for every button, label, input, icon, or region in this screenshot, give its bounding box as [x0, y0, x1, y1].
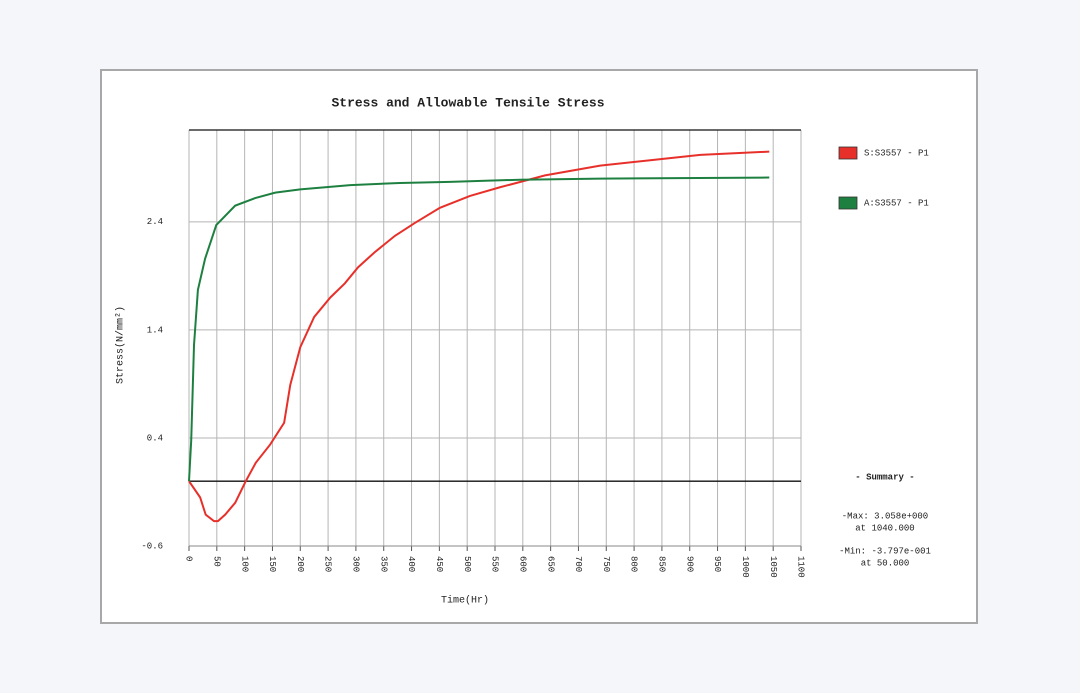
summary-line: -Min: -3.797e-001	[839, 546, 931, 556]
x-tick-label: 500	[462, 556, 472, 572]
x-tick-label: 950	[712, 556, 722, 572]
x-tick-label: 350	[378, 556, 388, 572]
y-tick-label: 2.4	[147, 217, 163, 227]
x-tick-label: 650	[545, 556, 555, 572]
x-tick-label: 1050	[768, 556, 778, 578]
x-tick-label: 800	[629, 556, 639, 572]
x-tick-label: 150	[267, 556, 277, 572]
x-tick-label: 900	[684, 556, 694, 572]
x-tick-label: 750	[601, 556, 611, 572]
y-tick-label: 0.4	[147, 433, 163, 443]
legend-swatch	[838, 146, 858, 160]
chart-frame	[100, 69, 978, 624]
x-tick-label: 600	[517, 556, 527, 572]
x-tick-label: 450	[434, 556, 444, 572]
x-tick-label: 700	[573, 556, 583, 572]
summary-line: at 1040.000	[855, 523, 914, 533]
y-axis-label: Stress(N/mm²)	[115, 306, 127, 384]
series-line	[188, 176, 770, 482]
x-tick-label: 50	[211, 556, 221, 567]
x-tick-label: 100	[239, 556, 249, 572]
summary-title: - Summary -	[855, 472, 914, 482]
y-tick-label: 1.4	[147, 325, 163, 335]
x-tick-label: 1000	[740, 556, 750, 578]
legend-label: A:S3557 - P1	[864, 198, 929, 208]
x-tick-label: 850	[657, 556, 667, 572]
summary-line: at 50.000	[861, 558, 910, 568]
x-tick-label: 1100	[796, 556, 806, 578]
summary-line: -Max: 3.058e+000	[842, 511, 928, 521]
legend-swatch	[838, 196, 858, 210]
x-tick-label: 250	[323, 556, 333, 572]
x-tick-label: 300	[351, 556, 361, 572]
x-tick-label: 400	[406, 556, 416, 572]
y-tick-label: -0.6	[141, 541, 163, 551]
series-line	[188, 150, 770, 523]
x-tick-label: 200	[295, 556, 305, 572]
legend-label: S:S3557 - P1	[864, 148, 929, 158]
x-tick-label: 0	[184, 556, 194, 561]
x-axis-label: Time(Hr)	[441, 595, 489, 607]
x-tick-label: 550	[490, 556, 500, 572]
chart-title: Stress and Allowable Tensile Stress	[331, 95, 604, 110]
